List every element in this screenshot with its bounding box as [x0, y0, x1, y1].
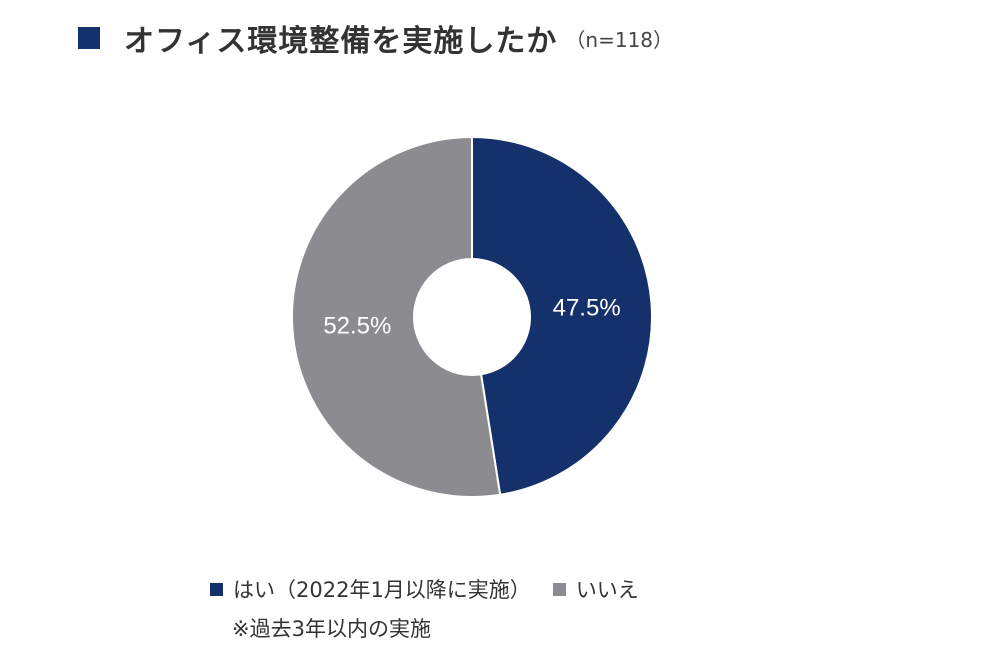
legend-label-yes: はい（2022年1月以降に実施） — [233, 578, 531, 602]
donut-slice-yes — [471, 135, 653, 496]
legend-footnote: ※過去3年以内の実施 — [232, 617, 431, 641]
sample-size: （n=118） — [565, 27, 674, 52]
legend-row: はい（2022年1月以降に実施） いいえ — [210, 572, 661, 606]
donut-slices — [291, 135, 653, 498]
legend: はい（2022年1月以降に実施） いいえ ※過去3年以内の実施 — [210, 572, 661, 646]
data-label-no: 52.5% — [323, 313, 391, 340]
legend-item-no: いいえ — [552, 574, 639, 604]
title-marker-icon — [78, 27, 100, 49]
legend-label-no: いいえ — [575, 578, 639, 602]
chart-header: オフィス環境整備を実施したか （n=118） — [78, 16, 673, 60]
legend-swatch-no — [552, 582, 566, 596]
legend-swatch-yes — [210, 582, 223, 596]
data-label-yes: 47.5% — [553, 294, 621, 321]
donut-labels: 47.5% 52.5% — [323, 294, 620, 339]
chart-title: オフィス環境整備を実施したか — [124, 24, 558, 59]
donut-slice-no — [291, 135, 502, 498]
legend-item-yes: はい（2022年1月以降に実施） — [210, 574, 531, 604]
